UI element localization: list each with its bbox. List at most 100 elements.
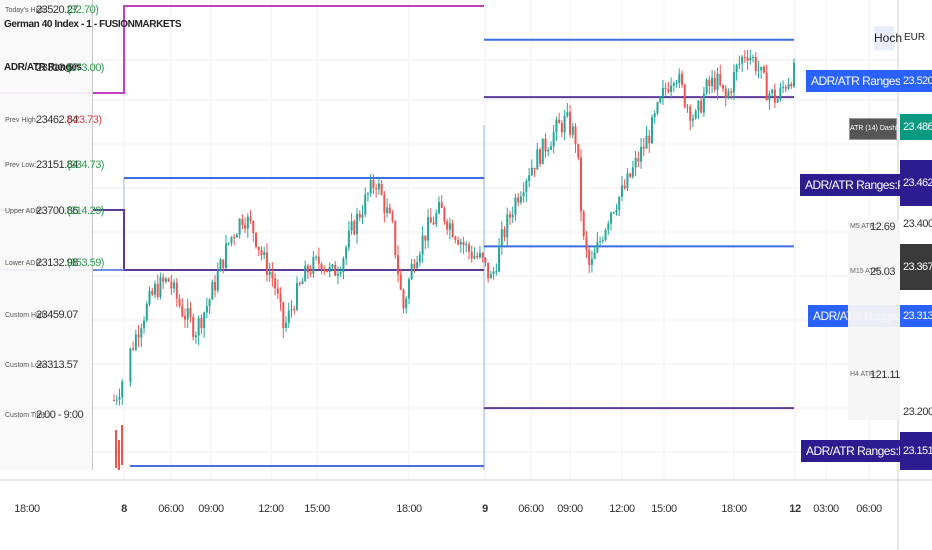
candle-body: [618, 196, 621, 210]
candle-body: [405, 298, 408, 309]
candle-body: [549, 146, 552, 150]
candle-body: [306, 265, 309, 273]
candle-body: [678, 73, 681, 83]
candle-body: [339, 272, 342, 274]
indicator-dashboard: German 40 Index - 1 - FUSIONMARKETS Toda…: [0, 0, 182, 470]
candle-body: [771, 89, 774, 94]
candle-body: [336, 273, 339, 276]
candle-body: [421, 235, 424, 255]
atr-dashboard-badge: ATR (14) Dashboard: [849, 118, 914, 140]
candle-body: [192, 317, 195, 337]
hoch-button[interactable]: Hoch: [874, 26, 902, 50]
candle-body: [315, 256, 318, 258]
candle-body: [757, 70, 760, 72]
candle-body: [607, 223, 610, 230]
candle-body: [285, 322, 288, 328]
candle-body: [508, 214, 511, 218]
candle-body: [205, 306, 208, 313]
candle-body: [238, 218, 241, 235]
x-tick: 12:00: [609, 503, 635, 515]
x-tick: 8: [121, 503, 127, 515]
candle-body: [304, 265, 307, 282]
candle-body: [500, 229, 503, 246]
candle-body: [388, 207, 391, 214]
candle-body: [353, 221, 356, 234]
candle-body: [768, 93, 771, 101]
candle-body: [134, 334, 137, 350]
candle-body: [323, 269, 326, 271]
candle-body: [271, 271, 274, 279]
candle-body: [708, 79, 711, 87]
candle-body: [582, 211, 585, 237]
candle-body: [317, 256, 320, 264]
price-tag-previous-high: 23.462,84: [900, 160, 932, 206]
candle-body: [571, 126, 574, 135]
candle-body: [424, 235, 427, 241]
candle-body: [252, 221, 255, 233]
candle-body: [640, 146, 643, 162]
candle-body: [175, 282, 178, 299]
candle-body: [148, 291, 151, 304]
candle-body: [683, 84, 686, 107]
candle-body: [386, 207, 389, 214]
candle-body: [397, 255, 400, 275]
candle-body: [716, 73, 719, 90]
price-tag-current: 23.486,57: [900, 114, 932, 140]
y-tick: 23.400,00: [903, 218, 932, 230]
candle-body: [194, 335, 197, 337]
candle-body: [566, 111, 569, 116]
candle-body: [113, 400, 115, 401]
x-tick: 06:00: [856, 503, 882, 515]
candle-body: [118, 397, 121, 400]
candle-body: [222, 259, 225, 268]
candle-body: [784, 87, 787, 89]
dash-value: 23313.57: [36, 359, 78, 371]
candle-body: [189, 308, 192, 318]
atr-panel: M5 ATR: 12.69 M15 ATR: 25.03 H4 ATR: 121…: [848, 220, 900, 420]
candle-body: [713, 77, 716, 90]
candle-body: [399, 274, 402, 290]
candle-body: [787, 83, 790, 89]
candle-body: [506, 214, 509, 238]
candle-body: [241, 218, 244, 226]
candle-body: [790, 83, 793, 87]
candle-body: [749, 57, 752, 61]
candle-body: [260, 250, 263, 256]
candle-body: [533, 167, 536, 170]
candle-body: [255, 232, 258, 247]
candle-body: [143, 320, 146, 329]
candle-body: [492, 271, 495, 275]
candle-body: [536, 149, 539, 170]
candle-body: [219, 259, 222, 272]
candle-body: [653, 113, 656, 118]
candle-body: [484, 257, 487, 263]
candle-body: [711, 77, 714, 87]
candle-body: [356, 213, 359, 234]
candle-body: [263, 252, 266, 256]
candle-body: [375, 188, 378, 190]
candle-body: [541, 138, 544, 165]
dash-change: (-23.73): [67, 114, 102, 126]
dash-change: (173.00): [67, 62, 104, 74]
dashboard-row: Custom High: 23459.07: [3, 308, 91, 326]
candle-body: [762, 66, 765, 73]
x-tick: 15:00: [651, 503, 677, 515]
dash-change: (334.73): [67, 159, 104, 171]
candle-body: [689, 106, 692, 121]
candle-body: [555, 119, 558, 133]
candle-body: [345, 247, 348, 259]
candle-body: [732, 72, 735, 93]
candle-body: [410, 263, 413, 280]
candle-body: [246, 216, 249, 229]
candle-body: [661, 87, 664, 97]
candle-body: [691, 118, 694, 121]
candle-body: [249, 216, 252, 222]
candle-body: [610, 212, 613, 224]
candle-body: [776, 99, 779, 103]
candle-body: [724, 88, 727, 98]
candle-body: [459, 241, 462, 245]
candle-body: [437, 202, 440, 214]
candle-body: [667, 88, 670, 92]
candle-body: [366, 193, 369, 195]
